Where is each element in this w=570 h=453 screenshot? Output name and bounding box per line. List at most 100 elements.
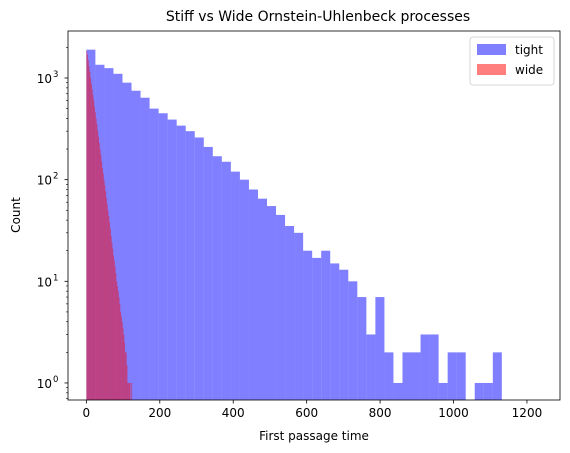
bar-wide-2 <box>87 60 89 400</box>
x-axis-label: First passage time <box>259 429 369 443</box>
bar-tight-45 <box>492 352 502 400</box>
bar-wide-35 <box>113 260 115 400</box>
bar-tight-6 <box>140 97 150 401</box>
bar-tight-35 <box>402 352 412 400</box>
bar-wide-18 <box>100 154 102 400</box>
bar-tight-43 <box>474 382 484 400</box>
bar-tight-12 <box>194 137 204 401</box>
bar-wide-36 <box>114 266 116 400</box>
legend-label-wide: wide <box>515 63 543 77</box>
bar-wide-15 <box>98 136 99 400</box>
bar-tight-18 <box>248 189 258 400</box>
y-axis-label: Count <box>9 197 23 233</box>
bar-wide-44 <box>121 316 122 400</box>
x-tick-label-4: 800 <box>369 406 392 420</box>
bar-wide-41 <box>118 297 120 400</box>
bar-wide-28 <box>108 215 110 400</box>
bar-tight-20 <box>267 206 277 400</box>
bar-wide-21 <box>102 173 104 400</box>
y-tick-label-0: 10 <box>37 377 52 391</box>
bar-tight-37 <box>420 334 430 400</box>
x-tick-label-6: 1200 <box>512 406 543 420</box>
bar-wide-31 <box>110 235 112 400</box>
x-tick-label-2: 400 <box>222 406 245 420</box>
y-tick-exponent-2: 2 <box>53 172 58 182</box>
y-tick-exponent-3: 3 <box>53 70 58 80</box>
bar-tight-38 <box>429 334 439 400</box>
bar-tight-33 <box>384 352 394 400</box>
legend: tight wide <box>469 36 555 86</box>
bar-wide-0 <box>86 50 88 400</box>
bar-tight-39 <box>438 382 448 400</box>
bar-wide-19 <box>101 161 103 400</box>
y-tick-label-3: 10 <box>37 72 52 86</box>
bar-wide-17 <box>99 149 101 400</box>
bar-tight-40 <box>447 352 457 400</box>
bar-tight-26 <box>321 250 331 400</box>
bar-wide-55 <box>129 382 131 400</box>
x-tick-label-1: 200 <box>148 406 171 420</box>
bar-wide-52 <box>127 382 129 400</box>
bar-wide-7 <box>91 89 93 400</box>
bar-wide-45 <box>121 321 123 400</box>
bar-tight-41 <box>456 352 466 400</box>
bar-wide-46 <box>122 327 124 400</box>
bar-wide-40 <box>117 291 119 400</box>
bar-tight-31 <box>366 334 376 400</box>
bar-tight-28 <box>339 269 349 400</box>
bar-wide-13 <box>96 124 98 400</box>
bar-wide-47 <box>123 334 125 400</box>
bar-tight-22 <box>285 226 295 400</box>
legend-swatch-tight <box>477 44 506 55</box>
bar-wide-51 <box>126 365 128 400</box>
y-tick-label-1: 10 <box>37 275 52 289</box>
bar-tight-10 <box>176 125 186 400</box>
bar-tight-29 <box>348 281 358 400</box>
bar-tight-7 <box>149 108 159 401</box>
bar-tight-11 <box>185 131 195 400</box>
bar-wide-27 <box>107 210 109 400</box>
bar-wide-16 <box>98 142 100 400</box>
bar-wide-30 <box>110 228 111 400</box>
bar-wide-49 <box>125 352 126 400</box>
bar-wide-50 <box>125 352 127 400</box>
bar-tight-24 <box>303 250 313 400</box>
bar-tight-14 <box>212 156 222 400</box>
bar-wide-26 <box>106 203 108 400</box>
bar-tight-8 <box>158 113 168 400</box>
x-axis-ticks: 0 200 400 600 800 1000 1200 <box>83 400 543 420</box>
bar-tight-15 <box>221 161 231 400</box>
bar-wide-24 <box>105 191 107 400</box>
bar-wide-33 <box>112 248 114 400</box>
bar-wide-12 <box>95 118 97 401</box>
bar-tight-13 <box>203 146 213 400</box>
y-tick-exponent-0: 0 <box>53 375 58 385</box>
x-tick-label-3: 600 <box>295 406 318 420</box>
bar-wide-4 <box>89 71 91 400</box>
bar-wide-54 <box>128 382 130 400</box>
bar-wide-29 <box>109 222 111 400</box>
bar-wide-43 <box>120 311 122 400</box>
bar-wide-23 <box>104 185 106 400</box>
plot-frame <box>67 30 561 401</box>
bar-tight-44 <box>483 382 493 400</box>
bar-wide-42 <box>119 303 121 400</box>
bar-wide-32 <box>111 242 113 400</box>
x-tick-label-0: 0 <box>83 406 91 420</box>
bar-tight-30 <box>357 297 367 400</box>
bar-tight-19 <box>257 198 267 400</box>
bar-wide-10 <box>94 106 96 400</box>
bar-wide-20 <box>102 168 103 400</box>
bar-tight-3 <box>113 73 123 401</box>
bars-layer <box>86 49 502 401</box>
y-tick-label-2: 10 <box>37 174 52 188</box>
bar-wide-53 <box>128 382 129 400</box>
bar-wide-25 <box>106 198 107 400</box>
bar-tight-5 <box>131 90 141 401</box>
bar-tight-25 <box>312 257 322 400</box>
legend-swatch-wide <box>477 64 506 75</box>
bar-wide-3 <box>88 66 90 401</box>
bar-wide-14 <box>97 131 99 400</box>
